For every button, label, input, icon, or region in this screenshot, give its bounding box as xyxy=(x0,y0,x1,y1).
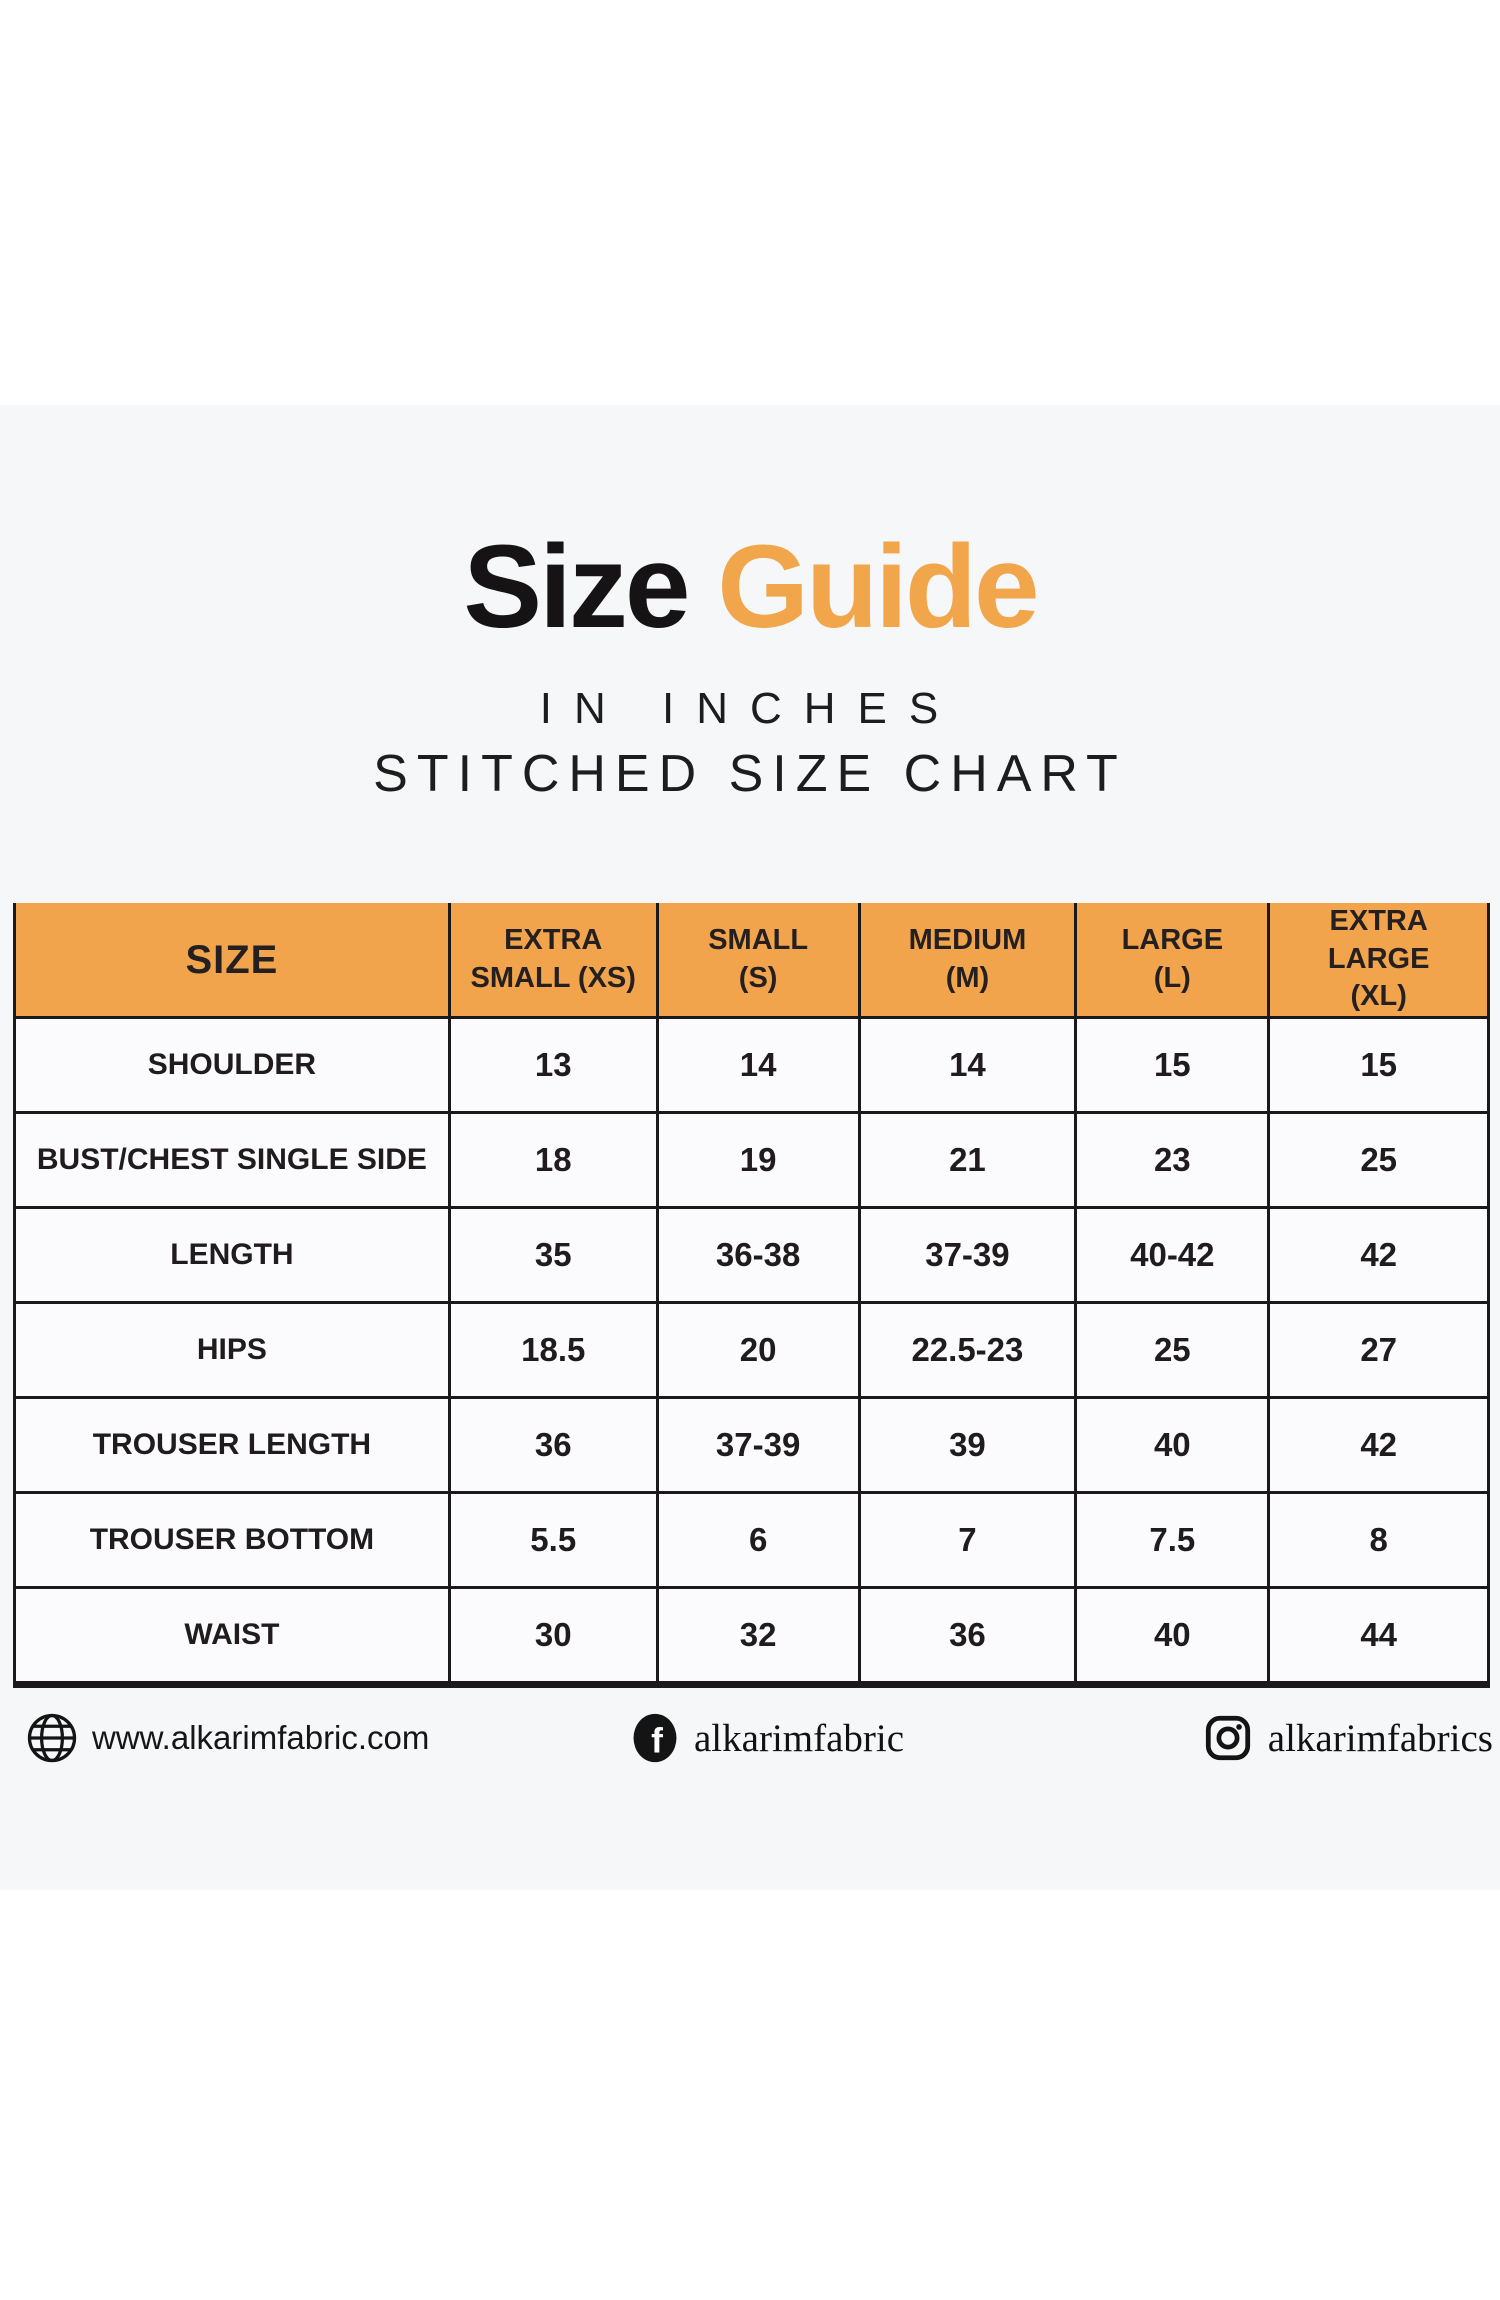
row-label: SHOULDER xyxy=(13,1016,451,1115)
globe-icon xyxy=(27,1713,77,1763)
table-row-trouser-length: TROUSER LENGTH 36 37-39 39 40 42 xyxy=(13,1396,1490,1495)
subtitle-in-inches: IN INCHES xyxy=(539,684,961,733)
cell-value: 6 xyxy=(655,1491,861,1590)
row-label: HIPS xyxy=(13,1301,451,1400)
subtitle-stitched-size-chart: STITCHED SIZE CHART xyxy=(373,745,1127,803)
cell-value: 25 xyxy=(1074,1301,1271,1400)
column-header-extra-large: EXTRA LARGE (XL) xyxy=(1267,903,1490,1020)
cell-value: 8 xyxy=(1267,1491,1490,1590)
facebook-label: alkarimfabric xyxy=(694,1716,905,1760)
instagram-item: alkarimfabrics xyxy=(1202,1706,1493,1770)
table-row-shoulder: SHOULDER 13 14 14 15 15 xyxy=(13,1016,1490,1115)
cell-value: 5.5 xyxy=(447,1491,659,1590)
cell-value: 35 xyxy=(447,1206,659,1305)
row-label: TROUSER LENGTH xyxy=(13,1396,451,1495)
cell-value: 36 xyxy=(447,1396,659,1495)
cell-value: 15 xyxy=(1267,1016,1490,1115)
row-label: TROUSER BOTTOM xyxy=(13,1491,451,1590)
header-row: SIZE EXTRA SMALL (XS) SMALL (S) MEDIUM (… xyxy=(13,903,1490,1020)
table-row-bust-chest: BUST/CHEST SINGLE SIDE 18 19 21 23 25 xyxy=(13,1111,1490,1210)
column-header-size: SIZE xyxy=(13,903,451,1020)
cell-value: 40-42 xyxy=(1074,1206,1271,1305)
cell-value: 37-39 xyxy=(655,1396,861,1495)
cell-value: 36 xyxy=(857,1586,1078,1689)
cell-value: 40 xyxy=(1074,1396,1271,1495)
table-row-hips: HIPS 18.5 20 22.5-23 25 27 xyxy=(13,1301,1490,1400)
table-row-trouser-bottom: TROUSER BOTTOM 5.5 6 7 7.5 8 xyxy=(13,1491,1490,1590)
cell-value: 25 xyxy=(1267,1111,1490,1210)
cell-value: 15 xyxy=(1074,1016,1271,1115)
cell-value: 13 xyxy=(447,1016,659,1115)
size-chart-table: SIZE EXTRA SMALL (XS) SMALL (S) MEDIUM (… xyxy=(13,903,1490,1689)
cell-value: 14 xyxy=(655,1016,861,1115)
column-header-large: LARGE (L) xyxy=(1074,903,1271,1020)
column-header-small: SMALL (S) xyxy=(655,903,861,1020)
cell-value: 27 xyxy=(1267,1301,1490,1400)
table-row-length: LENGTH 35 36-38 37-39 40-42 42 xyxy=(13,1206,1490,1305)
website-item: www.alkarimfabric.com xyxy=(26,1706,429,1770)
facebook-item: f alkarimfabric xyxy=(630,1706,904,1770)
cell-value: 42 xyxy=(1267,1206,1490,1305)
cell-value: 32 xyxy=(655,1586,861,1689)
table-row-waist: WAIST 30 32 36 40 44 xyxy=(13,1586,1490,1689)
cell-value: 36-38 xyxy=(655,1206,861,1305)
instagram-label: alkarimfabrics xyxy=(1267,1716,1493,1760)
row-label: BUST/CHEST SINGLE SIDE xyxy=(13,1111,451,1210)
column-header-extra-small: EXTRA SMALL (XS) xyxy=(447,903,659,1020)
cell-value: 39 xyxy=(857,1396,1078,1495)
cell-value: 44 xyxy=(1267,1586,1490,1689)
page-title: Size Guide xyxy=(0,520,1500,656)
instagram-icon xyxy=(1205,1715,1250,1761)
cell-value: 19 xyxy=(655,1111,861,1210)
cell-value: 18 xyxy=(447,1111,659,1210)
column-header-medium: MEDIUM (M) xyxy=(857,903,1078,1020)
cell-value: 21 xyxy=(857,1111,1078,1210)
cell-value: 7.5 xyxy=(1074,1491,1271,1590)
title-word-guide: Guide xyxy=(717,521,1039,653)
cell-value: 37-39 xyxy=(857,1206,1078,1305)
row-label: WAIST xyxy=(13,1586,451,1689)
cell-value: 18.5 xyxy=(447,1301,659,1400)
cell-value: 22.5-23 xyxy=(857,1301,1078,1400)
cell-value: 40 xyxy=(1074,1586,1271,1689)
cell-value: 7 xyxy=(857,1491,1078,1590)
svg-text:f: f xyxy=(651,1721,663,1761)
facebook-icon: f xyxy=(633,1713,677,1763)
cell-value: 23 xyxy=(1074,1111,1271,1210)
website-label: www.alkarimfabric.com xyxy=(92,1719,430,1756)
title-word-size: Size xyxy=(463,521,690,653)
cell-value: 20 xyxy=(655,1301,861,1400)
row-label: LENGTH xyxy=(13,1206,451,1305)
cell-value: 42 xyxy=(1267,1396,1490,1495)
cell-value: 14 xyxy=(857,1016,1078,1115)
cell-value: 30 xyxy=(447,1586,659,1689)
